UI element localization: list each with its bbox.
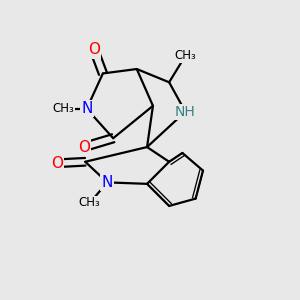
- Text: O: O: [51, 156, 63, 171]
- Text: CH₃: CH₃: [52, 102, 74, 115]
- Text: N: N: [81, 101, 92, 116]
- Text: CH₃: CH₃: [79, 196, 100, 209]
- Text: O: O: [88, 42, 100, 57]
- Text: N: N: [102, 175, 113, 190]
- Text: CH₃: CH₃: [175, 49, 196, 62]
- Text: NH: NH: [175, 105, 196, 119]
- Text: O: O: [78, 140, 90, 154]
